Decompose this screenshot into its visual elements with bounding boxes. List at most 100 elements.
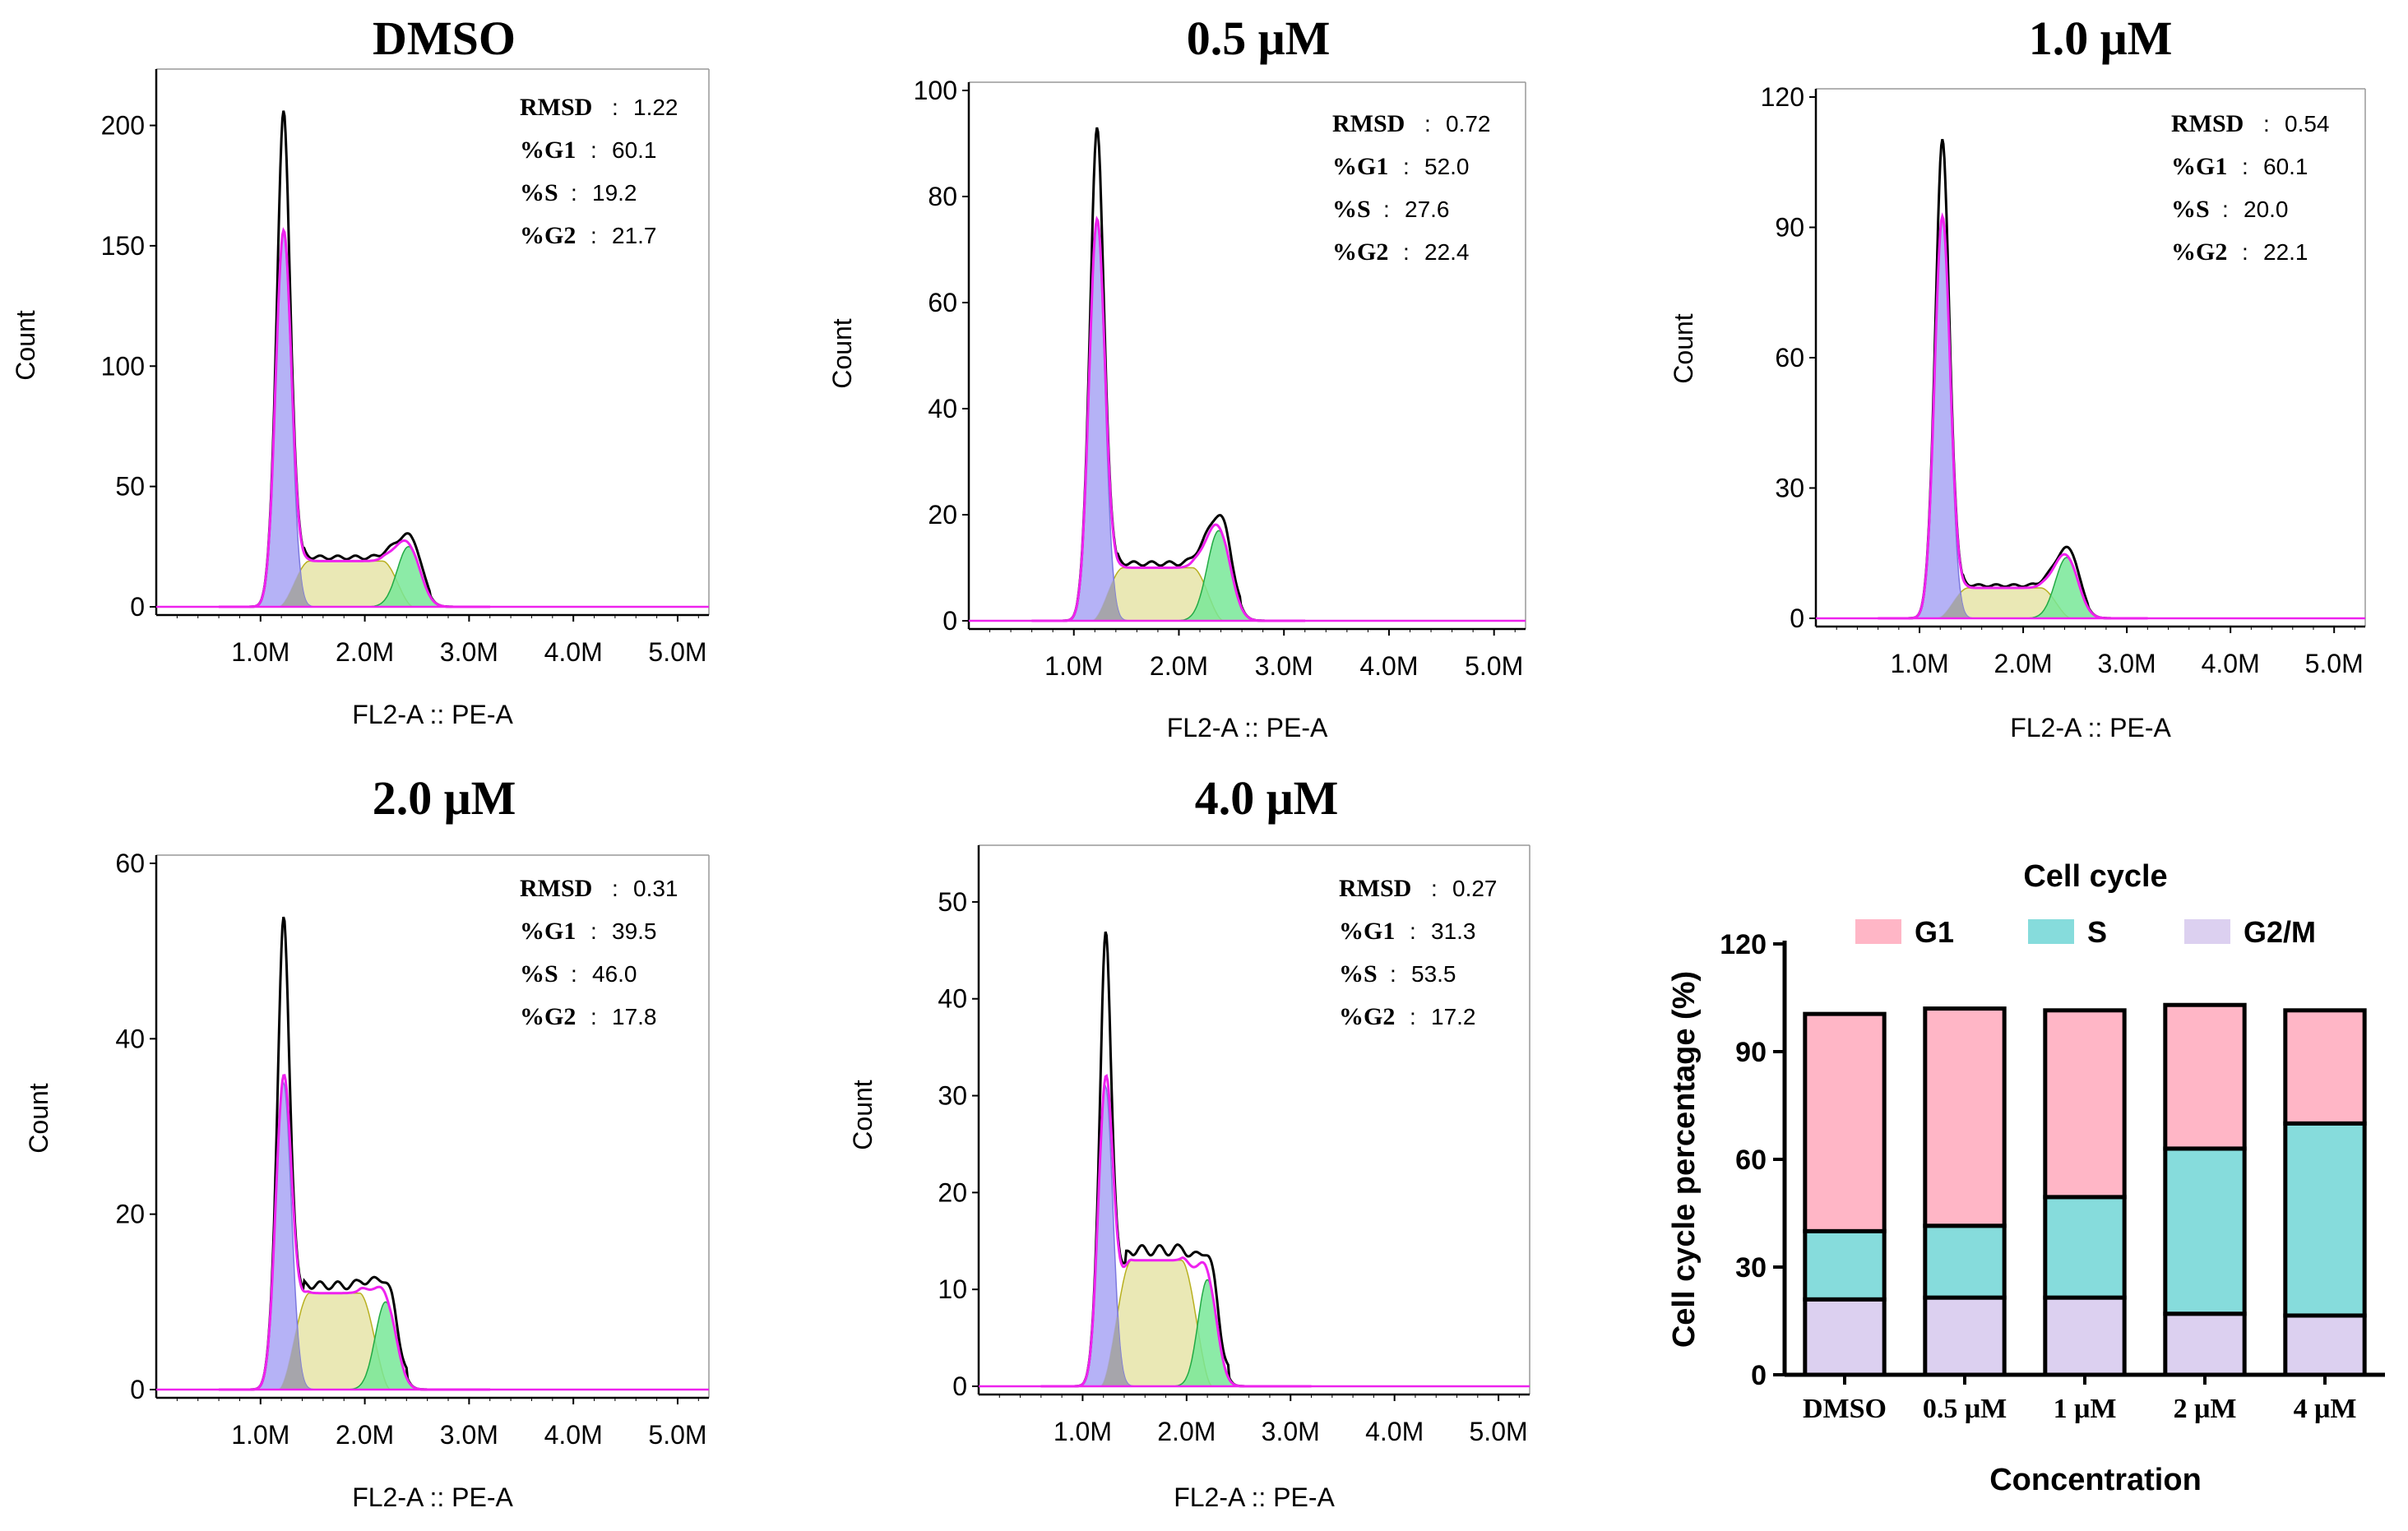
stat-value-3: 21.7: [612, 223, 657, 248]
s-phase-area: [1040, 1260, 1312, 1387]
model-fit-line: [219, 227, 490, 608]
stat-key-0: RMSD: [2171, 110, 2244, 137]
y-tick-label: 0: [1790, 604, 1804, 633]
stat-key-1: %G1: [1332, 153, 1388, 180]
y-tick-label: 60: [928, 288, 957, 317]
bar-y-tick-label: 0: [1751, 1360, 1767, 1391]
histogram-panel-3: 1.0 μM 0 30 60 90 120 1.0M 2.0M 3.0M 4.0M 5.0M FL2-…: [1669, 12, 2366, 742]
bar-g1-2: [2043, 1008, 2127, 1200]
stat-key-0: RMSD: [1339, 875, 1411, 902]
y-tick-label: 0: [130, 592, 145, 622]
panel-title: 1.0 μM: [2029, 12, 2173, 65]
y-axis-label: Count: [827, 318, 857, 389]
bar-chart-title: Cell cycle: [2023, 859, 2167, 894]
x-tick-label: 1.0M: [231, 637, 289, 667]
y-tick-label: 40: [928, 394, 957, 423]
stacked-bar-chart: Cell cycle G1 S G2/M 0 30 60 90 120 Cell cycle pe…: [1667, 859, 2385, 1497]
y-axis-label: Count: [24, 1083, 53, 1154]
stat-separator: :: [1410, 1004, 1416, 1029]
legend-swatch-g1: [1855, 919, 1901, 944]
x-tick-label: 5.0M: [1465, 651, 1523, 681]
legend-swatch-s: [2028, 919, 2074, 944]
bar-s-4: [2283, 1121, 2367, 1318]
stat-separator: :: [1403, 239, 1410, 265]
stat-separator: :: [1424, 111, 1431, 136]
bar-y-axis-label: Cell cycle percentage (%): [1667, 971, 1702, 1348]
stat-key-2: %S: [520, 179, 558, 206]
y-tick-label: 30: [938, 1081, 967, 1111]
g1-s-overlap-area: [219, 1327, 490, 1390]
x-axis-label: FL2-A :: PE-A: [352, 700, 513, 729]
stat-key-0: RMSD: [520, 94, 592, 121]
stat-separator: :: [2242, 154, 2248, 179]
g1-phase-area: [1878, 216, 2148, 619]
x-axis-label: FL2-A :: PE-A: [1167, 713, 1328, 742]
y-tick-label: 40: [938, 984, 967, 1014]
legend-label: G1: [1915, 915, 1954, 949]
panel-title: 4.0 μM: [1195, 771, 1339, 825]
y-tick-label: 100: [101, 351, 145, 381]
x-tick-label: 4.0M: [1365, 1417, 1424, 1446]
bar-g1-1: [1923, 1006, 2007, 1228]
bar-s-1: [1923, 1223, 2007, 1300]
x-tick-label: 1.0M: [1890, 649, 1948, 678]
stat-key-0: RMSD: [520, 875, 592, 902]
stat-value-2: 19.2: [592, 180, 637, 206]
stat-key-2: %S: [1332, 196, 1371, 223]
stat-value-2: 27.6: [1405, 197, 1450, 222]
x-tick-label: 1.0M: [1054, 1417, 1112, 1446]
stat-separator: :: [2242, 239, 2248, 265]
y-tick-label: 0: [952, 1371, 967, 1401]
x-axis-label: FL2-A :: PE-A: [1174, 1482, 1335, 1512]
y-tick-label: 0: [130, 1375, 145, 1404]
y-tick-label: 40: [115, 1024, 145, 1053]
stat-key-0: RMSD: [1332, 110, 1405, 137]
bar-g2m-2: [2043, 1295, 2127, 1377]
x-tick-label: 3.0M: [440, 1420, 498, 1450]
s-phase-area: [1031, 567, 1305, 622]
bar-g1-0: [1803, 1011, 1887, 1233]
model-fit-line: [1878, 212, 2148, 620]
bar-g2m-0: [1803, 1297, 1887, 1377]
stat-separator: :: [1410, 918, 1416, 944]
x-tick-label: 2.0M: [1994, 649, 2053, 678]
x-tick-label: 4.0M: [2202, 649, 2260, 678]
stat-value-1: 39.5: [612, 918, 657, 944]
y-tick-label: 60: [1775, 343, 1804, 372]
s-phase-area: [219, 1292, 490, 1390]
stat-value-0: 0.54: [2285, 111, 2330, 136]
x-tick-label: 4.0M: [544, 637, 603, 667]
x-tick-label: 2.0M: [336, 637, 394, 667]
x-tick-label: 4.0M: [544, 1420, 603, 1450]
y-tick-label: 20: [938, 1177, 967, 1207]
stat-value-2: 46.0: [592, 961, 637, 987]
stat-key-3: %G2: [1339, 1003, 1395, 1030]
stat-value-2: 53.5: [1411, 961, 1456, 987]
y-tick-label: 10: [938, 1274, 967, 1304]
raw-histogram-line: [1031, 127, 1305, 622]
stat-separator: :: [571, 961, 577, 987]
x-tick-label: 2.0M: [1157, 1417, 1216, 1446]
stat-value-1: 52.0: [1424, 154, 1470, 179]
x-tick-label: 2.0M: [336, 1420, 394, 1450]
stat-key-2: %S: [520, 960, 558, 988]
bar-g1-3: [2163, 1002, 2247, 1151]
stat-value-1: 60.1: [2263, 154, 2308, 179]
x-tick-label: 3.0M: [1262, 1417, 1320, 1446]
stat-value-3: 17.8: [612, 1004, 657, 1029]
bar-s-3: [2163, 1146, 2247, 1316]
g1-phase-area: [219, 231, 490, 608]
stat-key-1: %G1: [1339, 918, 1395, 945]
y-tick-label: 30: [1775, 474, 1804, 503]
raw-histogram-line: [219, 110, 490, 608]
x-axis-label: FL2-A :: PE-A: [2010, 713, 2171, 742]
bar-s-2: [2043, 1195, 2127, 1300]
y-tick-label: 50: [938, 887, 967, 917]
bar-category-label: DMSO: [1803, 1394, 1887, 1424]
bar-category-label: 2 μM: [2174, 1394, 2237, 1424]
stat-key-1: %G1: [2171, 153, 2227, 180]
bar-x-axis-label: Concentration: [1989, 1463, 2202, 1497]
stat-key-3: %G2: [2171, 238, 2227, 266]
y-tick-label: 150: [101, 231, 145, 261]
